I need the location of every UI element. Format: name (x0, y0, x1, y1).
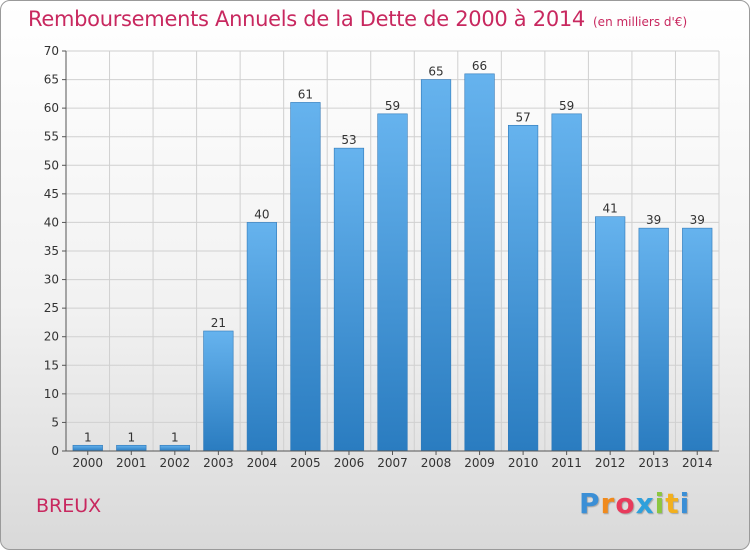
x-tick-label-2008: 2008 (421, 456, 452, 470)
y-tick-label: 30 (44, 273, 59, 287)
bar-2013 (638, 227, 669, 452)
y-tick-label: 5 (51, 415, 59, 429)
y-tick-label: 45 (44, 187, 59, 201)
y-tick-label: 35 (44, 244, 59, 258)
x-tick-label-2004: 2004 (247, 456, 278, 470)
bar-2005 (290, 102, 321, 452)
x-tick-label-2001: 2001 (116, 456, 147, 470)
bar-2012 (595, 216, 626, 452)
bar-2006 (333, 147, 365, 452)
chart-title-text: Remboursements Annuels de la Dette de 20… (28, 7, 585, 31)
bar-2001 (116, 444, 147, 452)
proxiti-logo: Proxiti (579, 487, 691, 520)
bar-2003 (203, 330, 234, 452)
data-label-2002: 1 (171, 430, 179, 444)
data-label-2005: 61 (298, 87, 313, 101)
data-label-2006: 53 (341, 133, 356, 147)
data-label-2014: 39 (690, 213, 705, 227)
bar-2002 (159, 444, 190, 452)
data-label-2004: 40 (254, 207, 269, 221)
y-tick-label: 15 (44, 358, 59, 372)
y-tick-label: 55 (44, 130, 59, 144)
chart-unit: (en milliers d'€) (593, 15, 688, 29)
data-label-2009: 66 (472, 59, 487, 73)
x-tick-label-2012: 2012 (595, 456, 626, 470)
data-label-2000: 1 (84, 430, 92, 444)
chart-title: Remboursements Annuels de la Dette de 20… (28, 7, 687, 31)
x-tick-label-2007: 2007 (377, 456, 408, 470)
bar-2014 (682, 227, 713, 452)
y-tick-label: 50 (44, 158, 59, 172)
data-label-2003: 21 (211, 316, 226, 330)
data-label-2012: 41 (603, 202, 618, 216)
bar-2011 (551, 113, 582, 452)
x-tick-label-2011: 2011 (551, 456, 582, 470)
y-tick-label: 20 (44, 330, 59, 344)
y-tick-label: 65 (44, 73, 59, 87)
bar-2008 (420, 79, 452, 452)
x-tick-label-2013: 2013 (638, 456, 669, 470)
x-tick-label-2000: 2000 (72, 456, 103, 470)
x-tick-label-2009: 2009 (464, 456, 495, 470)
data-label-2007: 59 (385, 99, 400, 113)
y-tick-label: 25 (44, 301, 59, 315)
x-tick-label-2010: 2010 (508, 456, 539, 470)
bar-2009 (464, 73, 495, 452)
x-tick-label-2014: 2014 (682, 456, 713, 470)
bar-2007 (377, 113, 408, 452)
commune-name: BREUX (36, 495, 102, 517)
y-tick-label: 10 (44, 387, 59, 401)
bar-2000 (72, 444, 103, 452)
y-tick-label: 0 (51, 444, 59, 458)
data-label-2001: 1 (127, 430, 135, 444)
data-label-2011: 59 (559, 99, 574, 113)
data-label-2013: 39 (646, 213, 661, 227)
x-tick-label-2003: 2003 (203, 456, 234, 470)
bar-2010 (507, 124, 539, 452)
data-label-2010: 57 (515, 110, 530, 124)
x-tick-label-2006: 2006 (334, 456, 365, 470)
y-tick-label: 60 (44, 101, 59, 115)
bar-2004 (246, 222, 278, 452)
y-tick-label: 40 (44, 215, 59, 229)
data-label-2008: 65 (428, 65, 443, 79)
x-tick-label-2005: 2005 (290, 456, 321, 470)
y-tick-label: 70 (44, 44, 59, 58)
axes: 0 5 10 15 20 25 30 35 40 45 50 55 60 65 70 2000 2001 2002… (44, 44, 719, 470)
x-tick-label-2002: 2002 (160, 456, 191, 470)
